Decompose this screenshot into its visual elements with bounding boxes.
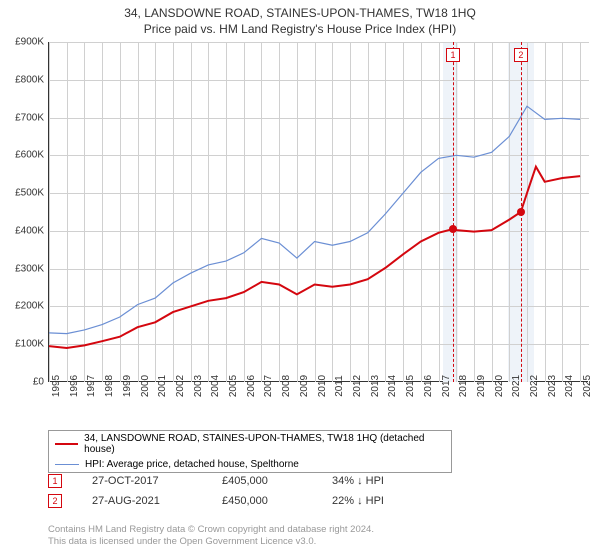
y-axis-label: £900K <box>15 37 44 48</box>
y-axis-label: £800K <box>15 74 44 85</box>
legend-row: 34, LANSDOWNE ROAD, STAINES-UPON-THAMES,… <box>49 431 451 457</box>
legend: 34, LANSDOWNE ROAD, STAINES-UPON-THAMES,… <box>48 430 452 473</box>
y-axis-label: £200K <box>15 301 44 312</box>
x-axis-label: 2003 <box>193 375 204 397</box>
y-axis-label: £100K <box>15 339 44 350</box>
x-axis-label: 2025 <box>582 375 593 397</box>
x-axis-label: 2016 <box>423 375 434 397</box>
title-address: 34, LANSDOWNE ROAD, STAINES-UPON-THAMES,… <box>0 6 600 20</box>
x-axis-label: 2015 <box>405 375 416 397</box>
x-axis-label: 1995 <box>51 375 62 397</box>
x-axis-label: 2004 <box>210 375 221 397</box>
sale-dot <box>517 208 525 216</box>
sale-price: £405,000 <box>222 475 332 487</box>
x-axis-label: 2023 <box>547 375 558 397</box>
x-axis-label: 2007 <box>263 375 274 397</box>
sale-date: 27-OCT-2017 <box>92 475 222 487</box>
y-axis-label: £0 <box>33 377 44 388</box>
legend-swatch-property <box>55 443 78 445</box>
sale-marker-2: 2 <box>48 494 62 508</box>
x-axis-label: 2021 <box>511 375 522 397</box>
x-axis-label: 1997 <box>86 375 97 397</box>
x-axis-label: 2006 <box>246 375 257 397</box>
x-axis-label: 2010 <box>317 375 328 397</box>
y-axis-label: £700K <box>15 112 44 123</box>
x-axis-label: 2014 <box>387 375 398 397</box>
x-axis-label: 2012 <box>352 375 363 397</box>
chart-container: 34, LANSDOWNE ROAD, STAINES-UPON-THAMES,… <box>0 0 600 560</box>
x-axis-label: 2001 <box>157 375 168 397</box>
y-axis-label: £400K <box>15 225 44 236</box>
x-axis-label: 2009 <box>299 375 310 397</box>
x-axis-label: 2013 <box>370 375 381 397</box>
sale-rows: 1 27-OCT-2017 £405,000 34% ↓ HPI 2 27-AU… <box>48 474 412 514</box>
x-axis-label: 2020 <box>494 375 505 397</box>
sale-row: 2 27-AUG-2021 £450,000 22% ↓ HPI <box>48 494 412 508</box>
footnote-line1: Contains HM Land Registry data © Crown c… <box>48 524 374 536</box>
sale-price: £450,000 <box>222 495 332 507</box>
x-axis-label: 2002 <box>175 375 186 397</box>
sale-row: 1 27-OCT-2017 £405,000 34% ↓ HPI <box>48 474 412 488</box>
chart-area: 12 £0£100K£200K£300K£400K£500K£600K£700K… <box>48 42 588 402</box>
chart-svg <box>49 42 589 382</box>
x-axis-label: 1996 <box>69 375 80 397</box>
sale-vline <box>453 42 454 382</box>
footnote: Contains HM Land Registry data © Crown c… <box>48 524 374 549</box>
series-hpi <box>49 106 580 333</box>
sale-date: 27-AUG-2021 <box>92 495 222 507</box>
x-axis-label: 1998 <box>104 375 115 397</box>
legend-row: HPI: Average price, detached house, Spel… <box>49 457 451 472</box>
x-axis-label: 2017 <box>441 375 452 397</box>
x-axis-label: 2022 <box>529 375 540 397</box>
x-axis-label: 2019 <box>476 375 487 397</box>
x-axis-label: 2024 <box>564 375 575 397</box>
legend-swatch-hpi <box>55 464 79 466</box>
sale-marker-box: 1 <box>446 48 460 62</box>
x-axis-label: 1999 <box>122 375 133 397</box>
x-axis-label: 2000 <box>140 375 151 397</box>
x-axis-label: 2018 <box>458 375 469 397</box>
legend-label-property: 34, LANSDOWNE ROAD, STAINES-UPON-THAMES,… <box>84 433 445 455</box>
x-axis-label: 2005 <box>228 375 239 397</box>
legend-label-hpi: HPI: Average price, detached house, Spel… <box>85 459 299 470</box>
series-property <box>49 167 580 348</box>
plot-area: 12 <box>48 42 588 382</box>
footnote-line2: This data is licensed under the Open Gov… <box>48 536 374 548</box>
title-subtitle: Price paid vs. HM Land Registry's House … <box>0 22 600 36</box>
sale-hpi: 34% ↓ HPI <box>332 475 412 487</box>
sale-dot <box>449 225 457 233</box>
x-axis-label: 2008 <box>281 375 292 397</box>
y-axis-label: £300K <box>15 263 44 274</box>
sale-marker-1: 1 <box>48 474 62 488</box>
x-axis-label: 2011 <box>334 375 345 397</box>
title-block: 34, LANSDOWNE ROAD, STAINES-UPON-THAMES,… <box>0 0 600 38</box>
y-axis-label: £500K <box>15 188 44 199</box>
sale-marker-box: 2 <box>514 48 528 62</box>
y-axis-label: £600K <box>15 150 44 161</box>
sale-hpi: 22% ↓ HPI <box>332 495 412 507</box>
